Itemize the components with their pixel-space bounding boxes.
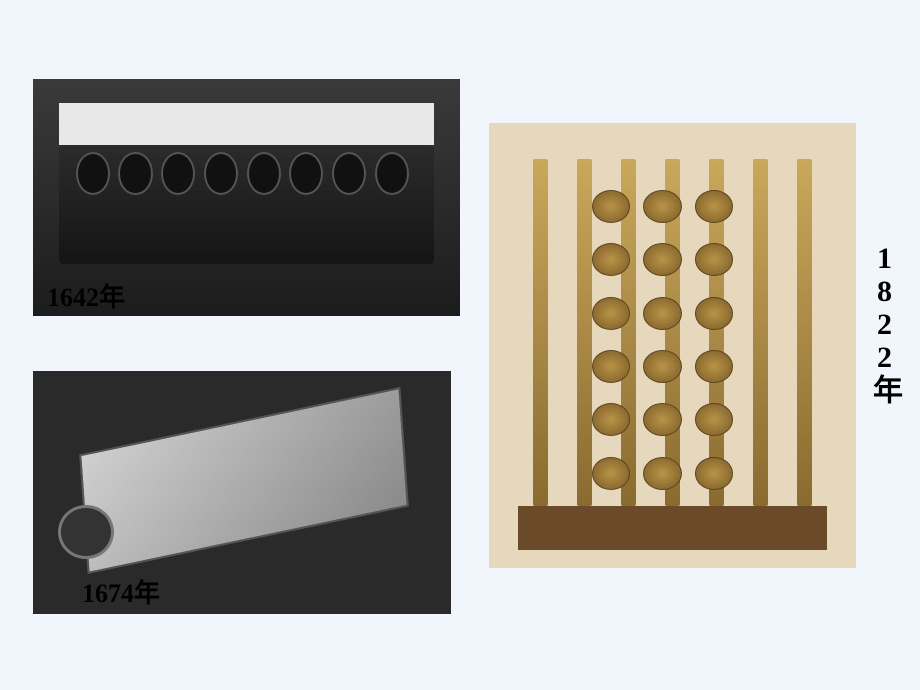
figure-1822-graphic bbox=[489, 123, 856, 568]
figure-1674-caption: 1674年 bbox=[82, 573, 160, 610]
slide: 1642年 1674年 bbox=[0, 0, 920, 690]
figure-1822-caption: 1822年 bbox=[862, 242, 906, 404]
figure-1642-caption: 1642年 bbox=[47, 277, 125, 314]
figure-1822 bbox=[489, 123, 856, 568]
